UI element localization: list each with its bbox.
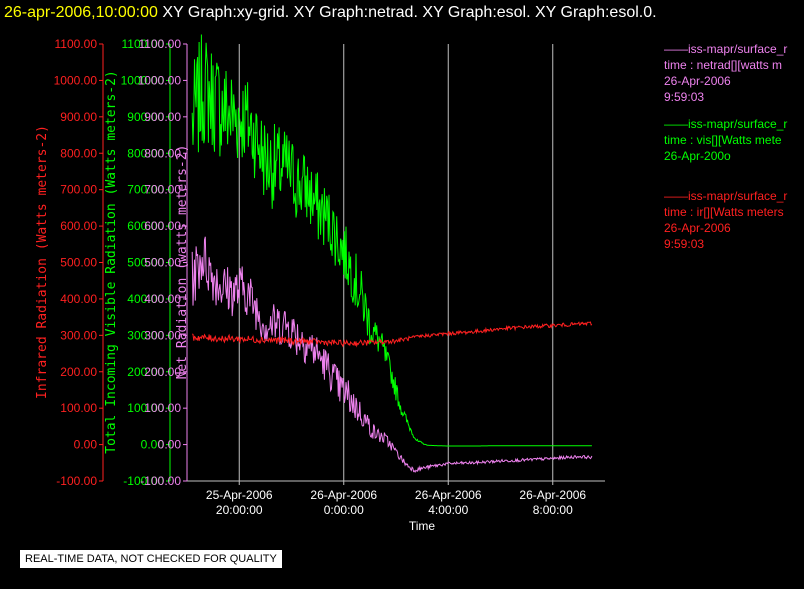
y-tick-label: 900.00 [60, 110, 97, 124]
y-tick-label: 900.00 [127, 110, 164, 124]
x-tick-label: 0:00:00 [324, 503, 364, 517]
legend-line: 9:59:03 [664, 237, 705, 251]
x-tick-label: 26-Apr-2006 [415, 488, 482, 502]
y-tick-label: 700.00 [127, 183, 164, 197]
y-tick-label: 1000.00 [121, 73, 165, 87]
legend-line: time : vis[][Watts mete [664, 133, 782, 147]
x-tick-label: 26-Apr-2006 [310, 488, 377, 502]
y-tick-label: 0.00 [141, 438, 165, 452]
legend-line [664, 164, 787, 180]
header-titles: XY Graph:xy-grid. XY Graph:netrad. XY Gr… [162, 4, 657, 21]
y-tick-label: 300.00 [127, 328, 164, 342]
y-tick-label: 1100.00 [139, 37, 182, 51]
y-tick-label: 1100.00 [55, 37, 98, 51]
x-axis-title: Time [409, 519, 436, 533]
y-tick-label: 500.00 [144, 256, 181, 270]
quality-disclaimer: REAL-TIME DATA, NOT CHECKED FOR QUALITY [20, 550, 282, 568]
series-netrad-line [191, 236, 593, 474]
y-axis-label: Infrared Radiation (Watts meters-2) [35, 125, 50, 399]
legend-line: 26-Apr-200o [664, 149, 731, 163]
legend-line: ——iss-mapr/surface_r [664, 117, 788, 131]
legend-line: ——iss-mapr/surface_r [664, 189, 788, 203]
y-tick-label: 500.00 [60, 256, 97, 270]
y-tick-label: 800.00 [127, 146, 164, 160]
grid-lines [238, 44, 554, 481]
series-vis-line [191, 34, 592, 447]
y-axis-label: Total Incoming Visible Radiation (Watts … [104, 70, 119, 454]
y-axis-label: Net Radiation (watts meters-2) [175, 145, 190, 380]
x-tick-label: 4:00:00 [428, 503, 468, 517]
x-tick-label: 20:00:00 [216, 503, 263, 517]
legend-ir: ——iss-mapr/surface_r time : ir[][Watts m… [664, 188, 787, 252]
y-tick-label: 1000.00 [138, 73, 182, 87]
y-tick-label: 400.00 [127, 292, 164, 306]
legend-line: time : netrad[][watts m [664, 58, 783, 72]
y-tick-label: 500.00 [127, 256, 164, 270]
legend-line: ——iss-mapr/surface_r [664, 42, 788, 56]
y-tick-label: 600.00 [144, 219, 181, 233]
x-tick-label: 26-Apr-2006 [519, 488, 586, 502]
series-ir-line [192, 321, 593, 348]
y-tick-label: 600.00 [60, 219, 97, 233]
y-tick-label: 300.00 [60, 328, 97, 342]
x-tick-label: 8:00:00 [533, 503, 573, 517]
header-bar: 26-apr-2006,10:00:00 XY Graph:xy-grid. X… [4, 2, 657, 24]
y-tick-label: 400.00 [144, 292, 181, 306]
y-tick-label: -100.00 [140, 474, 181, 488]
legend-vis: ——iss-mapr/surface_r time : vis[][Watts … [664, 116, 787, 180]
x-tick-label: 25-Apr-2006 [206, 488, 273, 502]
y-tick-label: 100.00 [144, 401, 181, 415]
legend-line: 9:59:03 [664, 90, 705, 104]
axes [99, 43, 605, 485]
y-tick-label: 900.00 [144, 110, 181, 124]
header-datetime: 26-apr-2006,10:00:00 [4, 4, 158, 21]
y-tick-label: 200.00 [60, 365, 97, 379]
legend-netrad: ——iss-mapr/surface_r time : netrad[][wat… [664, 41, 787, 105]
series-lines [191, 34, 593, 474]
legend-line: 26-Apr-2006 [664, 74, 731, 88]
y-tick-label: 1000.00 [54, 73, 98, 87]
y-tick-label: 700.00 [60, 183, 97, 197]
y-tick-label: 800.00 [144, 146, 181, 160]
y-tick-label: -100.00 [56, 474, 97, 488]
y-tick-label: 1100.00 [122, 37, 165, 51]
y-tick-label: 0.00 [74, 438, 98, 452]
y-tick-label: 300.00 [144, 328, 181, 342]
y-tick-label: 100.00 [127, 401, 164, 415]
y-tick-label: -100.00 [123, 474, 164, 488]
legend-line: 26-Apr-2006 [664, 221, 731, 235]
y-tick-label: 400.00 [60, 292, 97, 306]
y-tick-label: 0.00 [158, 438, 182, 452]
axis-labels: -100.00 0.00 100.00 200.00 300.00 400.00 500.0… [35, 37, 586, 533]
y-tick-label: 800.00 [60, 146, 97, 160]
y-tick-label: 200.00 [127, 365, 164, 379]
y-tick-label: 200.00 [144, 365, 181, 379]
y-tick-label: 100.00 [60, 401, 97, 415]
y-tick-label: 700.00 [144, 183, 181, 197]
legend-line: time : ir[][Watts meters [664, 205, 784, 219]
y-tick-label: 600.00 [127, 219, 164, 233]
